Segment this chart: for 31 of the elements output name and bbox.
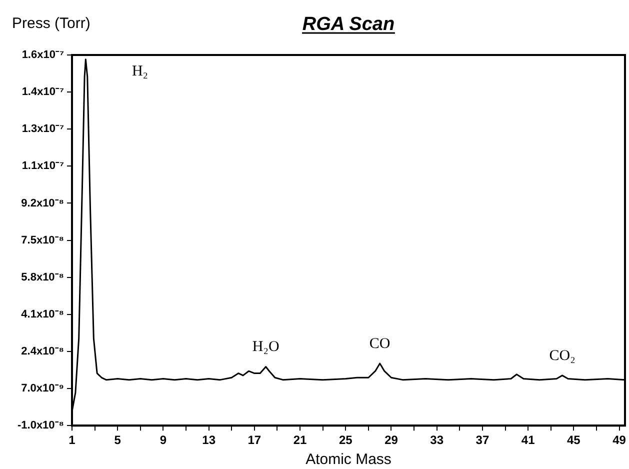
y-tick-label: -1.0x10⁻⁸ [17, 420, 64, 432]
y-tick-label: 7.0x10⁻⁹ [21, 382, 64, 395]
x-tick-label: 41 [521, 433, 536, 448]
x-tick-label: 1 [68, 433, 76, 448]
y-axis-title: Press (Torr) [12, 15, 90, 32]
x-tick-label: 9 [160, 433, 167, 448]
y-tick-label: 1.1x10⁻⁷ [22, 160, 64, 172]
x-tick-label: 33 [430, 433, 444, 448]
annotation: CO [369, 336, 390, 352]
y-tick-label: 4.1x10⁻⁸ [21, 308, 64, 320]
x-tick-label: 21 [293, 433, 308, 448]
annotation: CO₂ [549, 348, 576, 364]
x-axis-title: Atomic Mass [306, 451, 392, 468]
x-tick-label: 49 [612, 433, 626, 448]
x-tick-label: 37 [476, 433, 490, 448]
annotation: H₂ [132, 63, 148, 80]
y-tick-label: 7.5x10⁻⁸ [21, 234, 64, 246]
y-tick-label: 2.4x10⁻⁸ [21, 346, 64, 358]
y-tick-label: 5.8x10⁻⁸ [21, 271, 64, 284]
x-tick-label: 25 [338, 433, 353, 448]
x-tick-label: 13 [202, 433, 216, 448]
y-tick-label: 9.2x10⁻⁸ [21, 197, 64, 210]
y-tick-label: 1.4x10⁻⁷ [22, 86, 64, 98]
y-tick-label: 1.6x10⁻⁷ [22, 49, 64, 62]
x-tick-label: 45 [567, 433, 581, 448]
y-tick-label: 1.3x10⁻⁷ [22, 123, 64, 136]
x-tick-label: 17 [248, 433, 262, 448]
x-tick-label: 29 [384, 433, 398, 448]
x-tick-label: 5 [114, 433, 122, 448]
annotation: H₂O [252, 339, 280, 356]
chart-title: RGA Scan [302, 14, 395, 35]
